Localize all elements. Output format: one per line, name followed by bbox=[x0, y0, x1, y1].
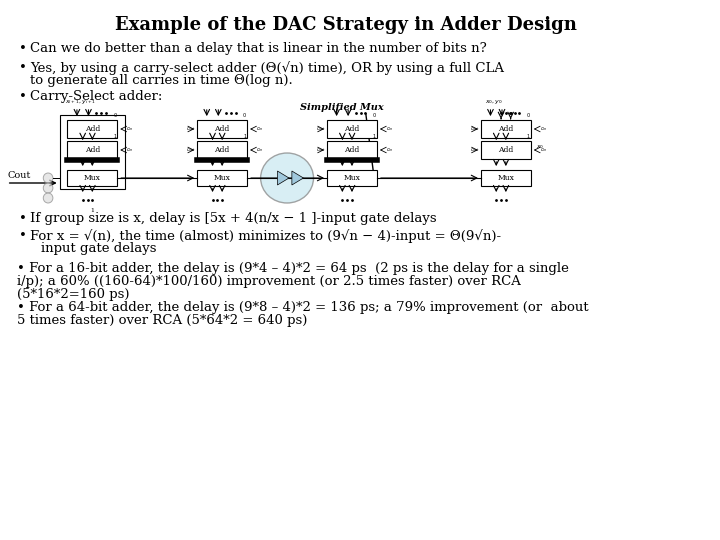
Text: If group size is x, delay is [5x + 4(n/x − 1 ]-input gate delays: If group size is x, delay is [5x + 4(n/x… bbox=[30, 212, 436, 225]
Text: Yes, by using a carry-select adder (Θ(√n) time), OR by using a full CLA: Yes, by using a carry-select adder (Θ(√n… bbox=[30, 61, 504, 75]
Text: Add: Add bbox=[85, 125, 100, 133]
Text: Can we do better than a delay that is linear in the number of bits n?: Can we do better than a delay that is li… bbox=[30, 42, 487, 55]
Text: Mux: Mux bbox=[498, 174, 514, 182]
Text: 5 times faster) over RCA (5*64*2 = 640 ps): 5 times faster) over RCA (5*64*2 = 640 p… bbox=[17, 314, 307, 327]
Text: Add: Add bbox=[498, 146, 513, 154]
Text: 1: 1 bbox=[373, 134, 376, 139]
Bar bbox=[197, 170, 247, 186]
Circle shape bbox=[43, 173, 53, 183]
Bar bbox=[327, 120, 377, 138]
Text: to generate all carries in time Θ(log n).: to generate all carries in time Θ(log n)… bbox=[30, 74, 292, 87]
Text: Add: Add bbox=[344, 146, 359, 154]
Text: $c_{out}$: $c_{out}$ bbox=[186, 146, 196, 154]
Bar bbox=[481, 170, 531, 186]
Circle shape bbox=[43, 193, 53, 203]
Bar bbox=[197, 120, 247, 138]
Text: $c_{in}$: $c_{in}$ bbox=[386, 125, 393, 133]
Text: $c_{in}$: $c_{in}$ bbox=[539, 146, 547, 154]
Text: 1: 1 bbox=[243, 134, 246, 139]
Bar bbox=[67, 120, 117, 138]
Circle shape bbox=[43, 183, 53, 193]
Text: Add: Add bbox=[85, 146, 100, 154]
Bar bbox=[481, 141, 531, 159]
Text: $x_0, y_0$: $x_0, y_0$ bbox=[485, 98, 503, 106]
Text: $x_{i+1},y_{i+1}$: $x_{i+1},y_{i+1}$ bbox=[66, 98, 96, 106]
Text: $c_{in}$: $c_{in}$ bbox=[256, 125, 264, 133]
Text: Add: Add bbox=[498, 125, 513, 133]
Text: $c_{in}$: $c_{in}$ bbox=[126, 146, 133, 154]
Text: $x_0$: $x_0$ bbox=[536, 143, 544, 151]
Bar bbox=[327, 170, 377, 186]
Text: Add: Add bbox=[215, 146, 230, 154]
Polygon shape bbox=[277, 171, 289, 185]
Text: $c_{in}$: $c_{in}$ bbox=[126, 125, 133, 133]
Text: Mux: Mux bbox=[214, 174, 230, 182]
Text: $c_{in}$: $c_{in}$ bbox=[386, 146, 393, 154]
Text: Mux: Mux bbox=[84, 174, 101, 182]
Text: $c_{in}$: $c_{in}$ bbox=[256, 146, 264, 154]
Text: Cout: Cout bbox=[8, 172, 31, 180]
Text: $c_{out}$: $c_{out}$ bbox=[315, 146, 326, 154]
Text: •: • bbox=[19, 229, 27, 242]
Text: • For a 16-bit adder, the delay is (9*4 – 4)*2 = 64 ps  (2 ps is the delay for a: • For a 16-bit adder, the delay is (9*4 … bbox=[17, 262, 570, 275]
Text: (5*16*2=160 ps): (5*16*2=160 ps) bbox=[17, 288, 130, 301]
Ellipse shape bbox=[261, 153, 313, 203]
Text: i/p); a 60% ((160-64)*100/160) improvement (or 2.5 times faster) over RCA: i/p); a 60% ((160-64)*100/160) improveme… bbox=[17, 275, 521, 288]
Text: Example of the DAC Strategy in Adder Design: Example of the DAC Strategy in Adder Des… bbox=[115, 16, 577, 34]
Text: 0: 0 bbox=[113, 113, 117, 118]
Text: 0: 0 bbox=[527, 113, 530, 118]
Text: •: • bbox=[19, 212, 27, 225]
Text: Simplified Mux: Simplified Mux bbox=[300, 103, 383, 112]
Text: $c_{out}$: $c_{out}$ bbox=[469, 146, 480, 154]
Text: •: • bbox=[19, 42, 27, 55]
Bar bbox=[67, 141, 117, 159]
Text: For x = √(n), the time (almost) minimizes to (9√n − 4)-input = Θ(9√n)-: For x = √(n), the time (almost) minimize… bbox=[30, 229, 501, 242]
Text: $c_{in}$: $c_{in}$ bbox=[539, 125, 547, 133]
Text: Carry-Select adder:: Carry-Select adder: bbox=[30, 90, 162, 103]
Text: Mux: Mux bbox=[343, 174, 361, 182]
Text: Add: Add bbox=[215, 125, 230, 133]
Text: 1: 1 bbox=[527, 134, 530, 139]
Text: $c_{out}$: $c_{out}$ bbox=[186, 125, 196, 133]
Bar bbox=[67, 170, 117, 186]
Bar bbox=[481, 120, 531, 138]
Polygon shape bbox=[292, 171, 303, 185]
Text: $c_{out}$: $c_{out}$ bbox=[315, 125, 326, 133]
Text: 0: 0 bbox=[243, 113, 246, 118]
Text: •: • bbox=[19, 61, 27, 74]
Bar bbox=[327, 141, 377, 159]
Text: • For a 64-bit adder, the delay is (9*8 – 4)*2 = 136 ps; a 79% improvement (or  : • For a 64-bit adder, the delay is (9*8 … bbox=[17, 301, 589, 314]
Text: 1: 1 bbox=[90, 208, 94, 213]
Text: input gate delays: input gate delays bbox=[41, 242, 157, 255]
Text: •: • bbox=[19, 90, 27, 103]
Text: $c_{out}$: $c_{out}$ bbox=[469, 125, 480, 133]
Bar bbox=[60, 115, 125, 189]
Text: 1: 1 bbox=[113, 134, 117, 139]
Text: 0: 0 bbox=[373, 113, 376, 118]
Text: Add: Add bbox=[344, 125, 359, 133]
Bar bbox=[197, 141, 247, 159]
